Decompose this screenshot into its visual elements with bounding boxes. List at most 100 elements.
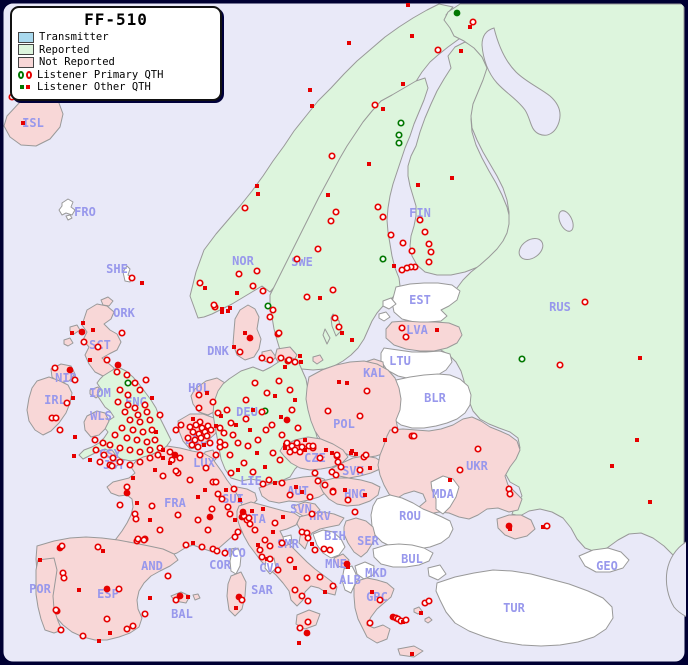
listener-primary-qth-marker	[238, 596, 246, 604]
listener-other-qth-marker	[255, 184, 259, 188]
listener-other-qth-marker	[168, 461, 172, 465]
listener-primary-qth-marker	[240, 459, 248, 467]
listener-primary-qth-marker	[316, 454, 324, 462]
listener-other-qth-marker	[468, 25, 472, 29]
listener-primary-qth-marker	[128, 274, 136, 282]
listener-primary-qth-marker	[212, 451, 220, 459]
listener-primary-qth-marker	[188, 441, 196, 449]
listener-primary-qth-marker	[227, 419, 235, 427]
listener-primary-qth-marker	[425, 258, 433, 266]
legend-label: Transmitter	[39, 31, 109, 43]
listener-other-qth-marker	[97, 639, 101, 643]
listener-other-qth-marker	[410, 34, 414, 38]
listener-primary-qth-marker	[146, 454, 154, 462]
listener-other-qth-marker	[81, 321, 85, 325]
country-BIH	[312, 529, 346, 559]
listener-primary-qth-marker	[474, 445, 482, 453]
lake-ladoga	[518, 238, 544, 260]
listener-primary-qth-marker	[230, 485, 238, 493]
country-label-LUX: LUX	[193, 456, 215, 470]
country-IRL	[26, 376, 73, 436]
listener-primary-qth-marker	[402, 333, 410, 341]
country-label-ORK: ORK	[113, 306, 135, 320]
listener-cluster-marker	[239, 508, 247, 516]
listener-primary-qth-marker	[196, 279, 204, 287]
transmitter-swatch	[18, 31, 34, 43]
listener-primary-qth-marker	[223, 406, 231, 414]
listener-primary-qth-marker	[286, 448, 294, 456]
legend-item-not-reported: Not Reported	[18, 56, 214, 69]
listener-primary-qth-marker	[141, 610, 149, 618]
listener-primary-qth-marker	[203, 432, 211, 440]
listener-primary-qth-marker	[251, 379, 259, 387]
listener-primary-qth-marker	[139, 428, 147, 436]
listener-primary-qth-marker	[164, 572, 172, 580]
listener-primary-qth-marker	[274, 566, 282, 574]
listener-primary-qth-marker	[286, 491, 294, 499]
listener-primary-qth-marker	[197, 434, 205, 442]
listener-other-qth-marker	[323, 590, 327, 594]
listener-cluster-marker	[103, 585, 111, 593]
listener-primary-qth-marker	[172, 596, 180, 604]
country-label-MKD: MKD	[365, 566, 387, 580]
country-EST	[378, 311, 391, 322]
listener-primary-qth-marker-green	[264, 302, 272, 310]
listener-primary-qth-marker	[126, 461, 134, 469]
listener-primary-qth-marker	[374, 203, 382, 211]
listener-primary-qth-marker	[154, 451, 162, 459]
listener-other-qth-marker	[148, 518, 152, 522]
listener-primary-qth-marker	[131, 404, 139, 412]
country-label-HOL: HOL	[188, 381, 210, 395]
green-square-icon	[20, 85, 24, 90]
listener-primary-qth-marker	[408, 247, 416, 255]
listener-primary-qth-marker	[172, 426, 180, 434]
listener-other-qth-marker	[281, 515, 285, 519]
listener-primary-qth-marker	[371, 101, 379, 109]
listener-primary-qth-marker	[356, 466, 364, 474]
listener-other-qth-marker	[235, 291, 239, 295]
listener-primary-qth-marker	[236, 348, 244, 356]
listener-primary-qth-marker	[123, 625, 131, 633]
listener-primary-qth-marker	[136, 386, 144, 394]
listener-primary-qth-marker	[91, 436, 99, 444]
listener-primary-qth-marker	[278, 431, 286, 439]
country-label-SUI: SUI	[222, 492, 244, 506]
listener-primary-qth-marker	[331, 314, 339, 322]
listener-primary-qth-marker	[332, 471, 340, 479]
listener-primary-qth-marker	[286, 556, 294, 564]
country-UKR	[496, 514, 536, 540]
country-EST	[391, 282, 461, 323]
listener-primary-qth-marker	[321, 481, 329, 489]
listener-primary-qth-marker	[221, 549, 229, 557]
listener-primary-qth-marker	[115, 585, 123, 593]
listener-other-qth-marker	[71, 396, 75, 400]
map-title: FF-510	[84, 10, 148, 29]
listener-other-qth-marker	[228, 306, 232, 310]
listener-primary-qth-marker	[296, 448, 304, 456]
country-FRO	[58, 198, 76, 216]
listener-primary-qth-marker	[304, 618, 312, 626]
country-HNG	[319, 477, 381, 507]
country-ORK	[100, 296, 114, 307]
listener-primary-qth-marker	[265, 476, 273, 484]
listener-primary-qth-marker	[151, 436, 159, 444]
listener-primary-qth-marker	[277, 354, 285, 362]
listener-primary-qth-marker	[398, 324, 406, 332]
listener-primary-qth-marker	[214, 490, 222, 498]
listener-primary-qth-marker	[111, 431, 119, 439]
country-label-WLS: WLS	[90, 409, 112, 423]
listener-primary-qth-marker	[298, 592, 306, 600]
listener-primary-qth-marker	[204, 526, 212, 534]
listener-primary-qth-marker	[198, 543, 206, 551]
listener-primary-qth-marker	[231, 533, 239, 541]
listener-primary-qth-marker	[132, 515, 140, 523]
green-ring-icon	[18, 70, 24, 79]
listener-cluster-marker	[114, 361, 122, 369]
country-label-FRA: FRA	[164, 496, 186, 510]
country-label-GRC: GRC	[366, 590, 388, 604]
listener-primary-qth-marker	[294, 424, 302, 432]
listener-primary-qth-marker	[291, 358, 299, 366]
listener-primary-qth-marker	[58, 542, 66, 550]
listener-primary-qth-marker	[286, 386, 294, 394]
listener-primary-qth-marker	[266, 542, 274, 550]
